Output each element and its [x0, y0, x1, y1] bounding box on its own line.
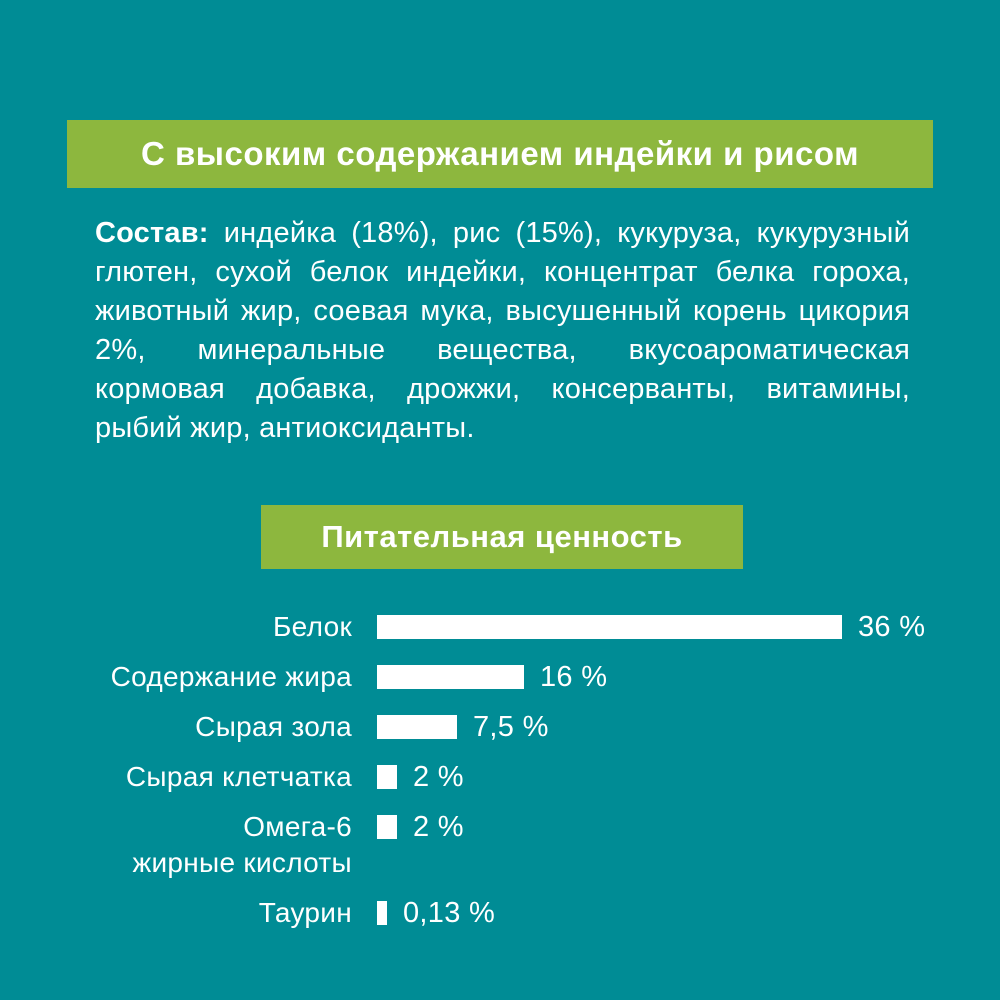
- chart-bar: [377, 901, 387, 925]
- chart-row-label: Таурин: [258, 897, 352, 928]
- chart-bar-area: 36 %: [377, 609, 925, 645]
- chart-row: Сырая клетчатка 2 %: [0, 759, 960, 795]
- chart-row-value: 0,13 %: [403, 896, 496, 929]
- chart-bar-area: 0,13 %: [377, 895, 495, 931]
- chart-row-value: 16 %: [540, 660, 608, 693]
- composition-label: Состав:: [95, 217, 209, 249]
- chart-row-value: 2 %: [413, 810, 464, 843]
- chart-bar-area: 2 %: [377, 759, 464, 795]
- chart-bar-area: 2 %: [377, 809, 464, 845]
- chart-bar: [377, 765, 397, 789]
- composition-body: индейка (18%), рис (15%), кукуруза, куку…: [95, 217, 910, 444]
- chart-row: Сырая зола 7,5 %: [0, 709, 960, 745]
- chart-bar: [377, 615, 842, 639]
- chart-row-label: Белок: [273, 611, 352, 642]
- nutrition-chart: Белок 36 % Содержание жира 16 % Сырая зо…: [0, 609, 960, 945]
- chart-row-label: Содержание жира: [110, 661, 352, 692]
- chart-bar: [377, 665, 524, 689]
- chart-row-label: Сырая клетчатка: [125, 761, 352, 792]
- chart-row-value: 36 %: [858, 610, 926, 643]
- nutrition-banner-title: Питательная ценность: [321, 519, 683, 554]
- header-banner-title: С высоким содержанием индейки и рисом: [141, 135, 859, 172]
- chart-bar: [377, 815, 397, 839]
- chart-bar-area: 16 %: [377, 659, 607, 695]
- chart-bar-area: 7,5 %: [377, 709, 549, 745]
- chart-row: Белок 36 %: [0, 609, 960, 645]
- chart-row-label: Сырая зола: [195, 711, 352, 742]
- composition-text: Состав: индейка (18%), рис (15%), кукуру…: [95, 214, 910, 448]
- chart-row: Таурин 0,13 %: [0, 895, 960, 931]
- chart-row-label: Омега-6 жирные кислоты: [132, 811, 352, 878]
- chart-row: Содержание жира 16 %: [0, 659, 960, 695]
- chart-row: Омега-6 жирные кислоты 2 %: [0, 809, 960, 881]
- chart-bar: [377, 715, 457, 739]
- chart-row-value: 2 %: [413, 760, 464, 793]
- nutrition-banner: Питательная ценность: [261, 505, 743, 569]
- chart-row-value: 7,5 %: [473, 710, 549, 743]
- header-banner: С высоким содержанием индейки и рисом: [67, 120, 933, 188]
